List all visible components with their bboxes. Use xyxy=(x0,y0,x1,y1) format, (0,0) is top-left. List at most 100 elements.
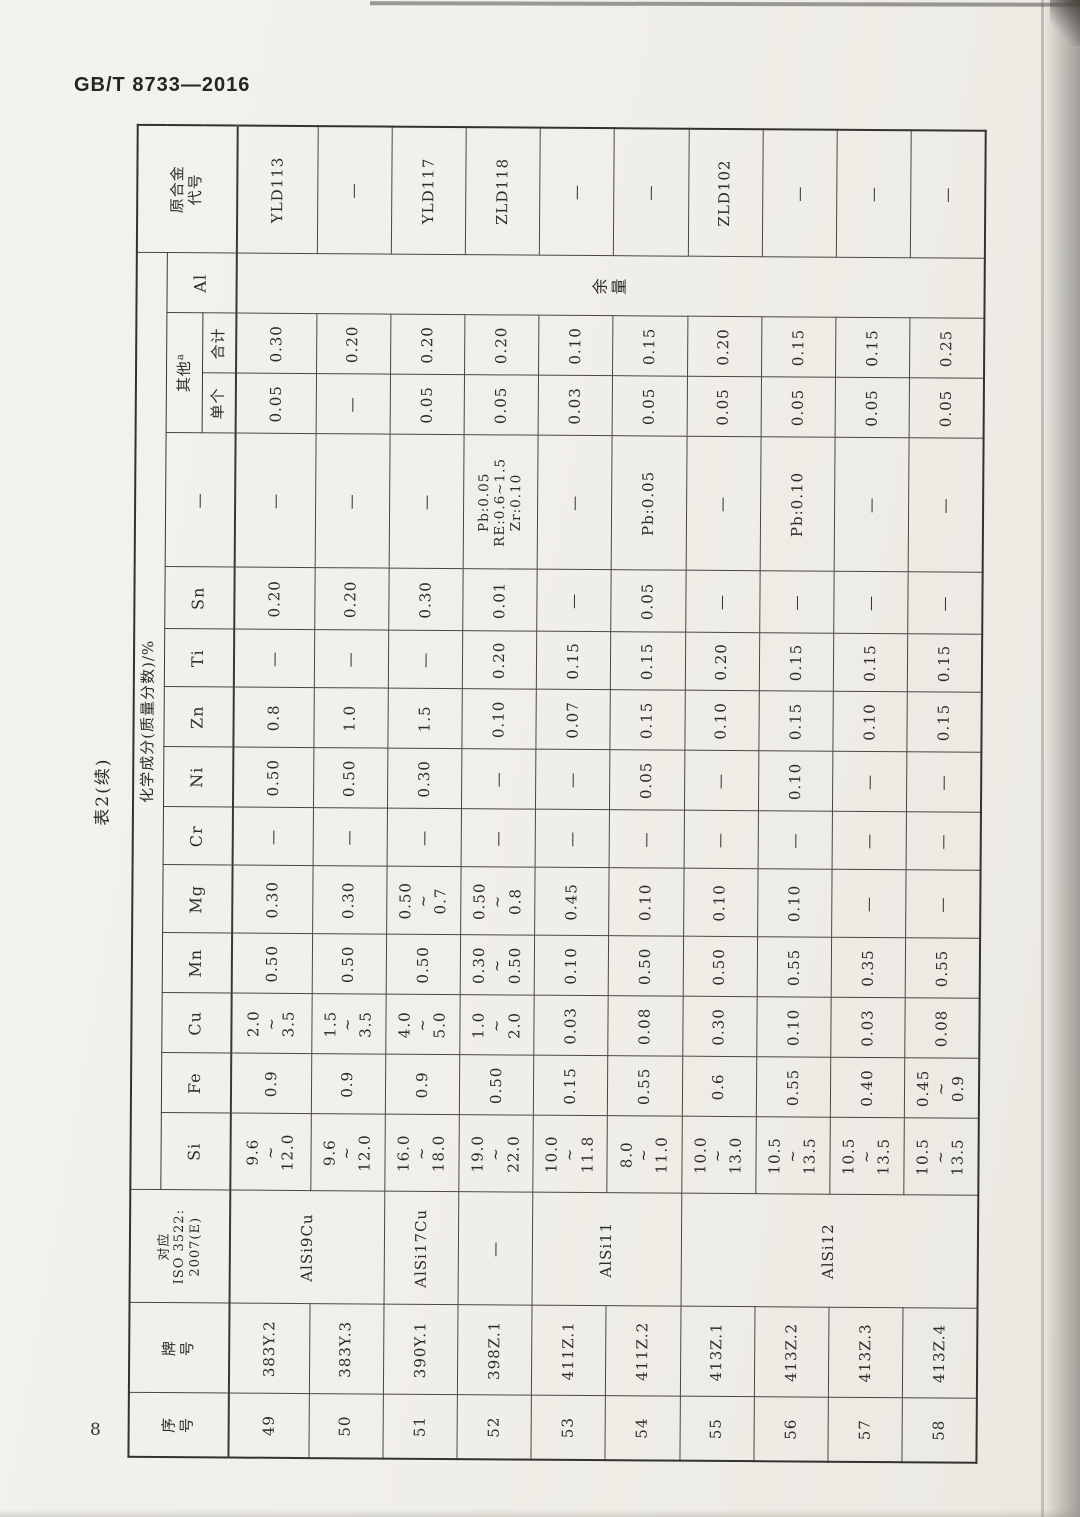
scan-edge-bottom xyxy=(0,1509,1080,1517)
table-cell: — xyxy=(757,811,833,870)
table-cell: 0.15 xyxy=(612,316,688,377)
table-cell: 0.15 xyxy=(761,317,836,378)
page-number: 8 xyxy=(90,1420,101,1440)
header-others: 其他a xyxy=(165,313,203,434)
table-cell: 413Z.3 xyxy=(828,1307,904,1399)
header-zn: Zn xyxy=(163,687,234,748)
table-cell: 0.6 xyxy=(681,1056,757,1118)
table-cell: 10.0 ~ 13.0 xyxy=(681,1116,757,1195)
table-cell: ZLD118 xyxy=(465,126,541,256)
table-cell: 10.5 ~ 13.5 xyxy=(903,1118,979,1196)
table-cell: — xyxy=(908,438,984,573)
table-cell: 411Z.1 xyxy=(531,1305,607,1397)
table-cell: 0.30 xyxy=(236,313,317,375)
scan-corner-shadow xyxy=(1050,0,1080,46)
table-cell: — xyxy=(314,630,389,689)
table-cell: Pb:0.10 xyxy=(759,437,836,572)
table-cell: — xyxy=(312,808,388,867)
table-cell: 1.0 xyxy=(313,688,389,749)
table-cell: 0.15 xyxy=(907,634,983,693)
table-cell: 0.35 xyxy=(831,937,906,999)
table-cell: 0.10 xyxy=(756,997,832,1058)
table-cell: 0.55 xyxy=(756,1057,831,1118)
table-cell: 0.50 xyxy=(682,936,758,998)
header-ni: Ni xyxy=(162,747,234,808)
table-cell: 1.5 ~ 3.5 xyxy=(311,994,387,1055)
table-cell: 0.50 xyxy=(459,1055,535,1116)
table-cell: 0.15 xyxy=(759,633,834,692)
table-cell: AlSi11 xyxy=(532,1192,682,1307)
table-cell: YLD117 xyxy=(391,126,467,255)
table-cell: 0.05 xyxy=(235,373,317,435)
table-cell: 0.20 xyxy=(390,314,466,376)
rotated-table-inner: 表2(续) 序 号 牌 号 对应 ISO 3522: 2007(E) 化学成分(… xyxy=(79,123,987,1464)
table-cell: 0.15 xyxy=(835,317,911,379)
table-cell: — xyxy=(537,435,613,571)
header-others-single: 单个 xyxy=(201,373,237,434)
table-cell: 413Z.4 xyxy=(902,1308,978,1399)
table-cell: — xyxy=(232,807,314,867)
table-cell: 2.0 ~ 3.5 xyxy=(231,993,312,1055)
table-cell: — xyxy=(613,127,689,257)
header-others-label: 其他 xyxy=(174,360,193,393)
table-cell: 0.03 xyxy=(534,995,609,1057)
table-cell: 8.0 ~ 11.0 xyxy=(607,1116,682,1194)
header-si: Si xyxy=(160,1113,231,1191)
table-cell: 10.5 ~ 13.5 xyxy=(829,1117,905,1196)
table-cell: 0.55 xyxy=(905,938,981,999)
table-cell: YLD113 xyxy=(236,125,318,254)
rotated-table-area: 表2(续) 序 号 牌 号 对应 ISO 3522: 2007(E) 化学成分(… xyxy=(79,123,988,1468)
table-cell: 0.50 xyxy=(386,934,461,996)
table-cell: 0.55 xyxy=(607,1056,683,1117)
table-cell: — xyxy=(535,749,611,811)
table-cell: 0.45 xyxy=(534,867,610,937)
table-cell: 0.10 xyxy=(832,691,908,753)
table-cell: 0.05 xyxy=(389,374,465,436)
header-ti: Ti xyxy=(163,629,235,688)
table-cell: 0.10 xyxy=(538,315,614,377)
composition-table: 序 号 牌 号 对应 ISO 3522: 2007(E) 化学成分(质量分数)/… xyxy=(127,123,987,1464)
table-row: 51 390Y.1 AlSi17Cu 16.0 ~ 18.0 0.9 4.0 ~… xyxy=(382,126,467,1460)
table-cell: 0.20 xyxy=(234,567,315,631)
header-mg: Mg xyxy=(162,865,233,934)
table-cell: 0.30 xyxy=(388,568,464,632)
table-cell: 0.05 xyxy=(686,376,762,438)
table-cell: — xyxy=(906,812,981,871)
table-cell: 0.20 xyxy=(687,316,762,378)
table-cell: — xyxy=(388,630,463,690)
table-cell: — xyxy=(910,130,986,259)
table-cell: — xyxy=(905,870,981,939)
header-fe: Fe xyxy=(160,1053,232,1114)
table-cell: 0.50 ~ 0.8 xyxy=(460,867,536,936)
table-cell: — xyxy=(832,751,908,813)
table-cell: 53 xyxy=(531,1395,606,1461)
table-cell: 50 xyxy=(308,1394,384,1459)
table-cell: 383Y.2 xyxy=(228,1303,310,1395)
table-cell: 0.9 xyxy=(385,1054,460,1116)
table-cell: 0.15 xyxy=(536,631,612,691)
table-row: 55 413Z.1 AlSi12 10.0 ~ 13.0 0.6 0.30 0.… xyxy=(679,128,979,1462)
table-cell: 0.10 xyxy=(758,751,833,812)
table-cell: — xyxy=(461,749,537,810)
table-cell: 0.30 xyxy=(682,996,758,1058)
table-cell: 0.05 xyxy=(609,750,685,811)
table-cell: AlSi17Cu xyxy=(383,1191,459,1306)
table-cell: 0.10 xyxy=(757,869,833,938)
table-cell: 0.30 xyxy=(312,866,387,935)
table-cell: — xyxy=(683,810,759,870)
table-cell: 1.5 xyxy=(387,688,463,750)
table-cell: 0.9 xyxy=(230,1053,312,1115)
table-cell: 16.0 ~ 18.0 xyxy=(384,1114,460,1193)
table-cell: 0.01 xyxy=(462,569,538,632)
scan-edge-top xyxy=(369,1,1080,7)
table-cell: — xyxy=(461,809,536,868)
table-cell: 0.50 xyxy=(313,748,388,809)
table-cell: 383Y.3 xyxy=(309,1304,384,1395)
table-cell: — xyxy=(317,125,393,255)
table-cell: 0.10 xyxy=(684,690,760,752)
header-al: Al xyxy=(166,252,237,314)
table-cell: Pb:0.05 xyxy=(611,436,687,571)
header-cr: Cr xyxy=(162,807,233,866)
table-cell: — xyxy=(389,434,465,570)
